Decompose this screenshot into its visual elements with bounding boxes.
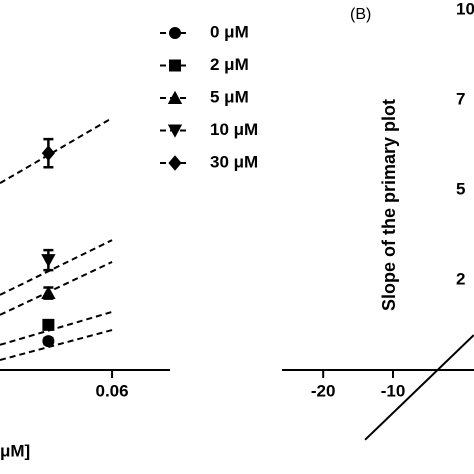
y-tick-label: 5 — [456, 180, 465, 199]
legend-label: 0 μM — [210, 22, 249, 41]
legend-label: 2 μM — [210, 55, 249, 74]
marker — [42, 318, 55, 331]
panel-label: (B) — [350, 6, 371, 23]
legend-label: 10 μM — [210, 120, 258, 139]
y-tick-label: 10 — [456, 0, 474, 19]
fit-line — [0, 310, 113, 346]
x-tick-label: 0.06 — [96, 381, 129, 400]
x-axis-label: μM] — [0, 441, 30, 460]
fit-line — [0, 117, 113, 185]
x-tick-label: -10 — [381, 381, 406, 400]
marker — [41, 285, 56, 300]
marker — [167, 124, 183, 138]
marker — [167, 90, 183, 104]
marker — [169, 59, 181, 72]
y-axis-label: Slope of the primary plot — [379, 99, 399, 311]
legend-label: 30 μM — [210, 152, 258, 171]
y-tick-label: 2 — [456, 269, 465, 288]
marker — [169, 27, 181, 39]
fit-line — [0, 329, 113, 361]
fit-line — [0, 261, 113, 316]
y-tick-label: 7 — [456, 90, 465, 109]
marker — [42, 335, 55, 348]
fit-line — [0, 239, 113, 296]
marker — [41, 145, 55, 161]
legend-label: 5 μM — [210, 87, 249, 106]
x-tick-label: -20 — [311, 381, 336, 400]
fit-line — [364, 334, 474, 441]
marker — [168, 155, 182, 171]
marker — [41, 254, 56, 268]
